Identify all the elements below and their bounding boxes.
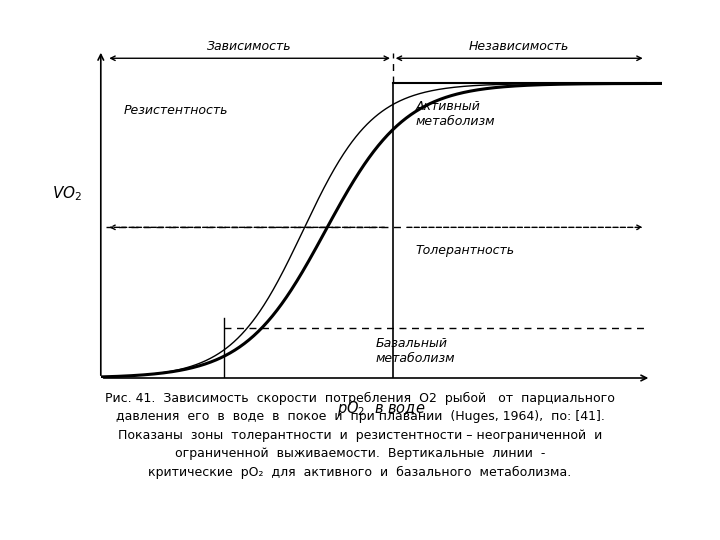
Text: Активный
метаболизм: Активный метаболизм bbox=[415, 99, 495, 127]
Text: Независимость: Независимость bbox=[469, 40, 570, 53]
Text: $VO_2$: $VO_2$ bbox=[52, 185, 82, 203]
Text: Рис. 41.  Зависимость  скорости  потребления  О2  рыбой   от  парциального
давле: Рис. 41. Зависимость скорости потреблени… bbox=[105, 392, 615, 479]
Text: Зависимость: Зависимость bbox=[207, 40, 292, 53]
Text: Базальный
метаболизм: Базальный метаболизм bbox=[376, 337, 456, 365]
Text: $pO_2$  в воде: $pO_2$ в воде bbox=[338, 399, 426, 417]
Text: Резистентность: Резистентность bbox=[123, 104, 228, 117]
Text: Толерантность: Толерантность bbox=[415, 244, 514, 257]
